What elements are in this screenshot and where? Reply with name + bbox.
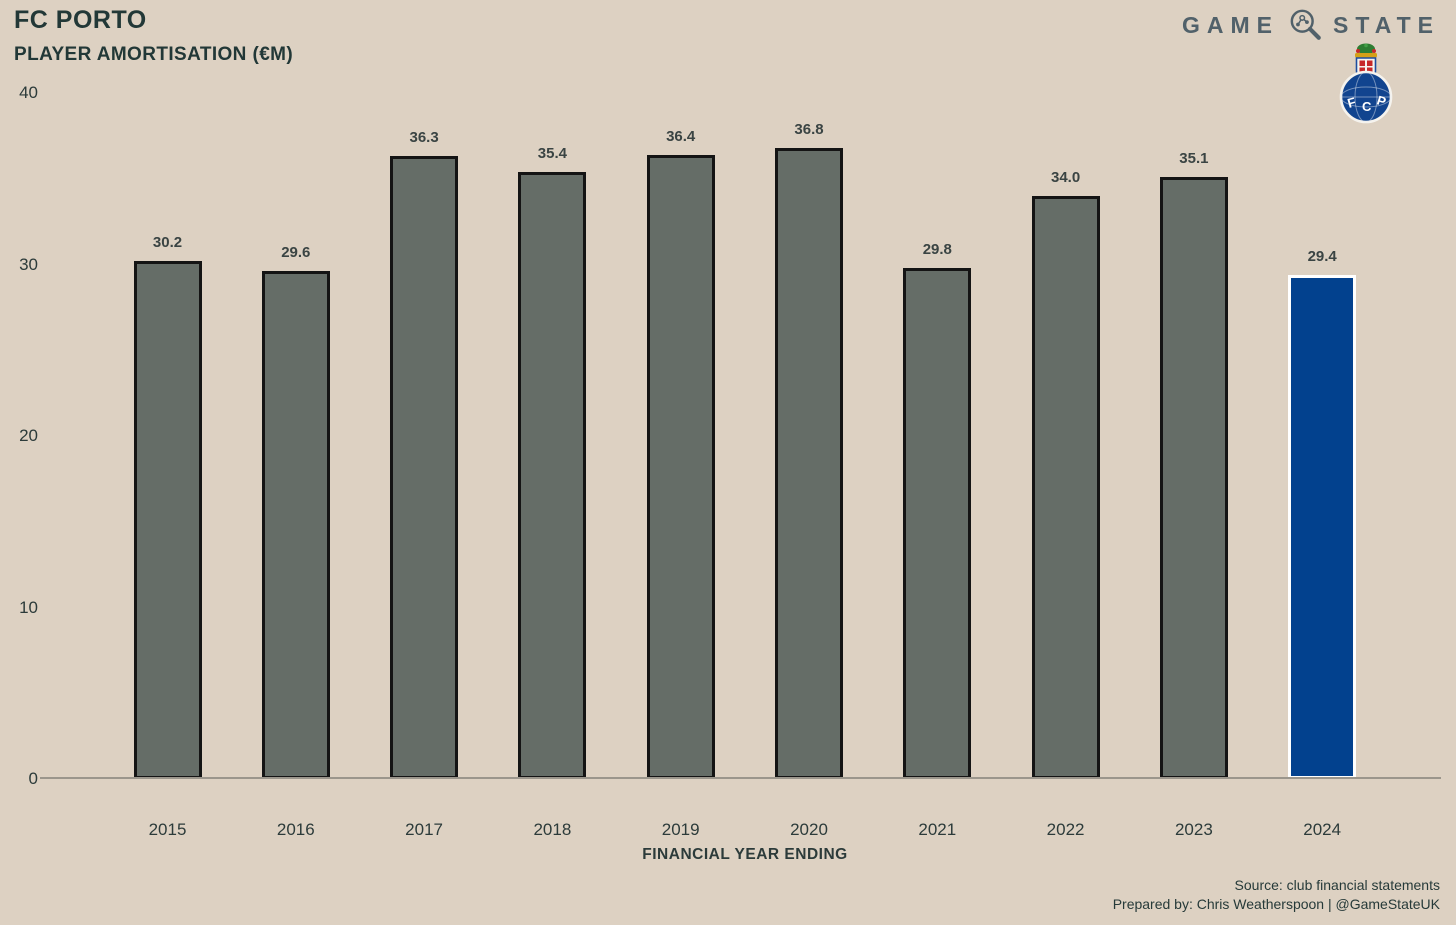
prepared-by-note: Prepared by: Chris Weatherspoon | @GameS… [1112, 896, 1440, 912]
page-title: FC PORTO [14, 6, 147, 34]
chart-subtitle: PLAYER AMORTISATION (€M) [14, 44, 294, 65]
bar-value-label: 35.4 [537, 144, 567, 162]
bar-value-label: 34.0 [1050, 168, 1081, 186]
y-tick-label: 20 [19, 426, 38, 445]
bar [646, 154, 715, 779]
bar-value-label: 36.4 [666, 127, 696, 145]
y-tick-label: 0 [28, 769, 38, 788]
y-tick-label: 40 [19, 83, 38, 102]
x-tick-label: 2020 [790, 820, 828, 839]
brand-word-right: STATE [1333, 11, 1440, 38]
bar [133, 261, 202, 779]
game-state-logo: GAME STATE [1182, 8, 1440, 42]
fc-porto-crest: F C P [1336, 42, 1396, 124]
brand-word-left: GAME [1182, 11, 1280, 38]
bar [903, 267, 972, 779]
bar [390, 156, 459, 779]
x-tick-label: 2016 [276, 820, 315, 839]
x-tick-label: 2017 [405, 820, 443, 839]
bar-value-label: 36.8 [794, 120, 824, 138]
bar-value-label: 36.3 [409, 129, 439, 147]
y-tick-label: 10 [19, 597, 38, 617]
x-tick-label: 2022 [1046, 820, 1085, 839]
bar-value-label: 30.2 [152, 234, 183, 252]
bar [518, 171, 587, 779]
x-tick-label: 2015 [148, 820, 187, 839]
bar-value-label: 35.1 [1179, 150, 1209, 168]
bar [1031, 195, 1100, 779]
x-tick-label: 2019 [661, 820, 700, 839]
bar-value-label: 29.8 [922, 240, 952, 258]
magnifier-trend-icon [1289, 8, 1323, 42]
x-axis-line [40, 777, 1441, 779]
bar [775, 147, 843, 779]
bar-highlighted [1288, 274, 1357, 779]
x-tick-label: 2023 [1174, 820, 1213, 839]
bar [1159, 177, 1228, 779]
y-tick-label: 30 [19, 254, 38, 274]
svg-text:C: C [1362, 99, 1372, 114]
x-tick-label: 2024 [1303, 820, 1342, 839]
bar-value-label: 29.4 [1307, 247, 1337, 265]
bar-value-label: 29.6 [281, 244, 311, 262]
x-tick-label: 2018 [533, 820, 572, 839]
x-tick-label: 2021 [918, 820, 957, 839]
source-note: Source: club financial statements [1234, 877, 1440, 893]
footer-credits: Source: club financial statements Prepar… [1113, 876, 1440, 914]
svg-text:F: F [1346, 94, 1358, 111]
x-axis-title: FINANCIAL YEAR ENDING [642, 846, 848, 863]
crest-dragon [1357, 43, 1375, 55]
bar [261, 271, 330, 779]
